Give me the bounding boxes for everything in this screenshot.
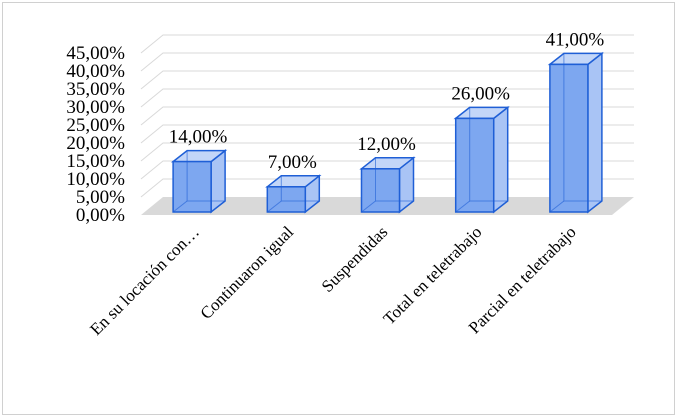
y-tick-label: 0,00% — [76, 205, 125, 226]
bar — [360, 168, 401, 213]
gridline — [140, 88, 634, 108]
x-category-label: Continuaron igual — [197, 222, 298, 323]
y-tick-label: 25,00% — [66, 115, 125, 136]
y-tick-label: 30,00% — [66, 97, 125, 118]
y-tick-label: 35,00% — [66, 79, 125, 100]
bar-back-edge — [266, 200, 282, 213]
data-label: 12,00% — [357, 134, 416, 155]
x-category-label: Total en teletrabajo — [379, 222, 485, 328]
x-category-label: Suspendidas — [318, 222, 392, 296]
gridline — [140, 70, 634, 90]
x-category-label: Parcial en teletrabajo — [465, 222, 580, 337]
data-label: 14,00% — [169, 127, 228, 148]
bar-back-edge — [549, 200, 565, 213]
y-tick-label: 10,00% — [66, 169, 125, 190]
bar — [266, 186, 307, 213]
bar-side — [492, 105, 509, 214]
y-tick-label: 20,00% — [66, 133, 125, 154]
bar — [454, 117, 495, 213]
data-label: 41,00% — [546, 29, 605, 50]
data-label: 7,00% — [268, 152, 317, 173]
y-tick-label: 5,00% — [76, 187, 125, 208]
y-tick-label: 15,00% — [66, 151, 125, 172]
bar-back-edge — [361, 200, 376, 213]
x-category-label: En su locación con… — [86, 222, 203, 339]
bar — [172, 160, 212, 213]
gridline — [140, 52, 634, 72]
bar-side — [587, 51, 603, 214]
y-tick-label: 45,00% — [66, 43, 125, 64]
bar-back-edge — [172, 200, 188, 213]
gridline — [140, 34, 634, 54]
bar-back-edge — [455, 200, 471, 213]
data-label: 26,00% — [451, 83, 510, 104]
bar — [549, 63, 589, 213]
y-tick-label: 40,00% — [66, 61, 125, 82]
